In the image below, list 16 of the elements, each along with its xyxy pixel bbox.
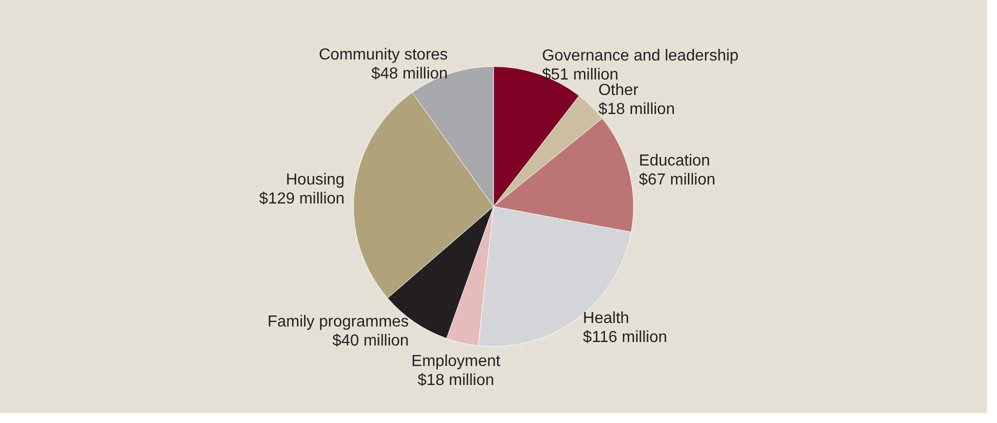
data-label: $116 million xyxy=(582,328,668,346)
data-label: $18 million xyxy=(418,372,494,390)
slice-label: Other xyxy=(598,82,640,100)
slice-label: Health xyxy=(582,310,630,327)
data-label: $129 million xyxy=(259,190,345,208)
data-label: $51 million xyxy=(542,66,618,84)
data-label: $18 million xyxy=(598,101,675,118)
slice-label: Housing xyxy=(286,172,345,189)
slice-label: Education xyxy=(638,152,710,170)
slice-label: Community stores xyxy=(318,46,448,64)
slice-label: Family programmes xyxy=(267,313,409,330)
data-label: $48 million xyxy=(371,66,448,83)
data-label: $67 million xyxy=(638,172,716,189)
slice-label: Governance and leadership xyxy=(542,48,739,65)
slice-label: Employment xyxy=(411,353,501,370)
data-label: $40 million xyxy=(332,332,409,350)
